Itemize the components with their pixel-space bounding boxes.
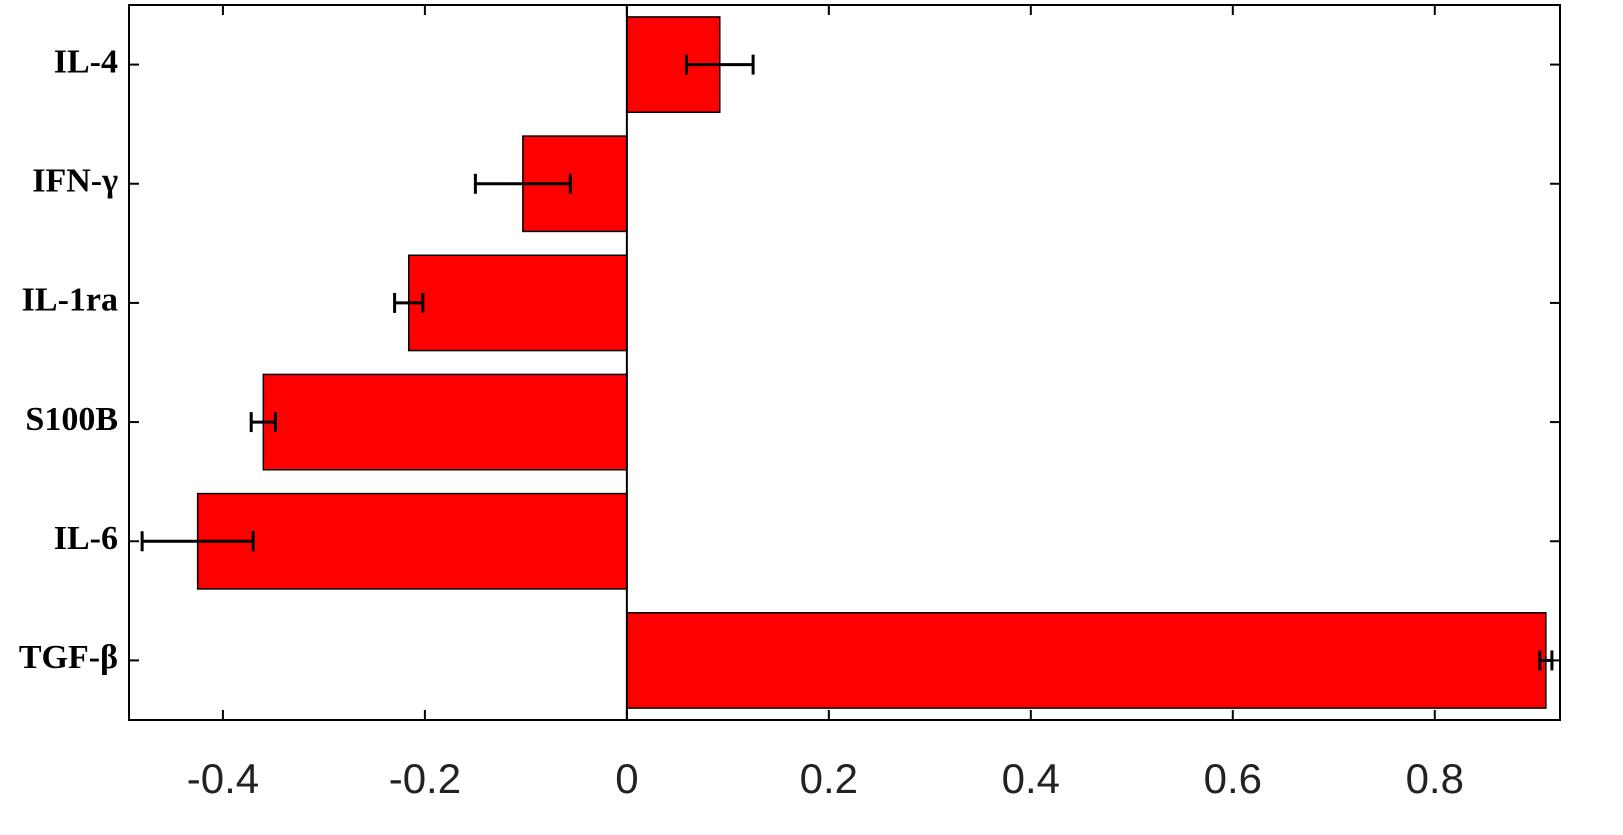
x-tick-label: 0.2 [800, 755, 858, 802]
y-tick-label: IFN-γ [32, 163, 118, 200]
y-tick-label: S100B [25, 401, 118, 438]
x-tick-label: -0.4 [187, 755, 259, 802]
y-tick-label: IL-1ra [22, 282, 118, 319]
y-tick-label: IL-4 [54, 43, 118, 80]
x-tick-label: 0 [615, 755, 638, 802]
x-tick-label: 0.4 [1002, 755, 1060, 802]
y-tick-label: IL-6 [54, 520, 118, 557]
bar [262, 373, 628, 471]
x-tick-label: -0.2 [389, 755, 461, 802]
bar [196, 492, 628, 590]
bar [626, 612, 1547, 709]
y-tick-label: TGF-β [19, 639, 118, 676]
x-tick-label: 0.8 [1406, 755, 1464, 802]
x-tick-label: 0.6 [1204, 755, 1262, 802]
bar [407, 254, 628, 352]
plot-frame [128, 4, 1561, 721]
